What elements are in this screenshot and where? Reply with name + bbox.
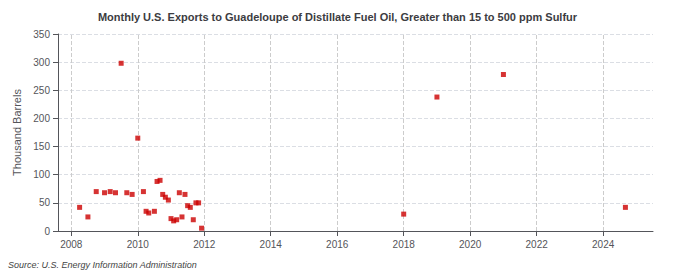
svg-text:200: 200 xyxy=(33,113,50,124)
svg-text:2014: 2014 xyxy=(260,239,283,250)
svg-text:Monthly U.S. Exports to Guadel: Monthly U.S. Exports to Guadeloupe of Di… xyxy=(98,11,578,23)
svg-text:2020: 2020 xyxy=(459,239,482,250)
svg-text:Source: U.S. Energy Informatio: Source: U.S. Energy Information Administ… xyxy=(8,260,197,270)
svg-text:Thousand Barrels: Thousand Barrels xyxy=(11,89,23,176)
svg-text:50: 50 xyxy=(39,197,51,208)
svg-text:100: 100 xyxy=(33,169,50,180)
svg-text:0: 0 xyxy=(44,226,50,237)
svg-text:250: 250 xyxy=(33,85,50,96)
svg-text:2016: 2016 xyxy=(326,239,349,250)
svg-text:2022: 2022 xyxy=(526,239,549,250)
svg-text:150: 150 xyxy=(33,141,50,152)
svg-text:2010: 2010 xyxy=(127,239,150,250)
svg-text:2024: 2024 xyxy=(592,239,615,250)
svg-text:2018: 2018 xyxy=(393,239,416,250)
svg-text:2008: 2008 xyxy=(60,239,83,250)
svg-text:300: 300 xyxy=(33,57,50,68)
svg-text:350: 350 xyxy=(33,29,50,40)
svg-text:2012: 2012 xyxy=(193,239,216,250)
